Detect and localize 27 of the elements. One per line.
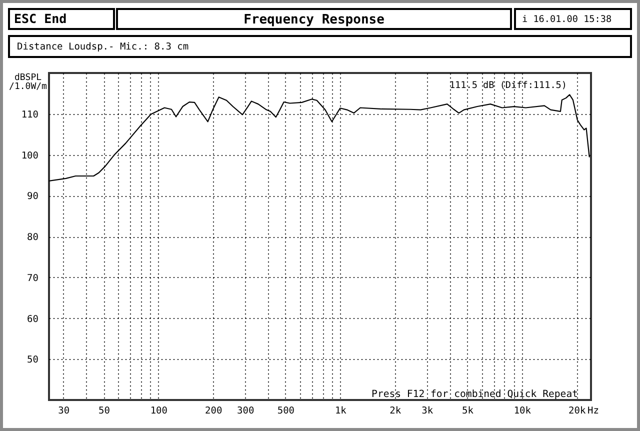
y-axis-title: dBSPL /1.0W/m: [9, 73, 47, 92]
text: ESC End: [14, 11, 67, 26]
x-tick-label: 50: [98, 406, 110, 416]
y-tick-label: 90: [27, 191, 39, 202]
chart-title: Frequency Response: [244, 12, 385, 28]
y-tick-label: 100: [21, 150, 39, 162]
x-tick-label: 200: [205, 406, 222, 416]
y-tick-label: 80: [27, 232, 39, 243]
annotation: Press F12 for combined Quick Repeat: [372, 389, 578, 400]
x-axis-title: Hz: [588, 406, 599, 416]
y-tick-label: 110: [21, 109, 39, 120]
x-tick-label: 5k: [462, 406, 474, 416]
x-tick-label: 100: [150, 406, 168, 416]
annotation: 111.5 dB (Diff:111.5): [449, 80, 567, 91]
x-tick-label: 2k: [390, 406, 402, 416]
x-tick-label: 30: [58, 406, 70, 416]
y-tick-label: 70: [27, 272, 39, 284]
x-tick-label: 20k: [568, 406, 586, 416]
x-tick-label: 300: [237, 406, 254, 416]
x-tick-label: 10k: [514, 406, 532, 416]
x-tick-label: 500: [277, 406, 295, 416]
y-tick-label: 60: [27, 314, 39, 325]
y-tick-label: 50: [27, 354, 39, 366]
text: i 16.01.00 15:38: [522, 14, 612, 25]
x-tick-label: 3k: [422, 406, 434, 416]
chart-subtitle: Distance Loudsp.- Mic.: 8.3 cm: [17, 42, 189, 52]
x-tick-label: 1k: [334, 406, 347, 416]
